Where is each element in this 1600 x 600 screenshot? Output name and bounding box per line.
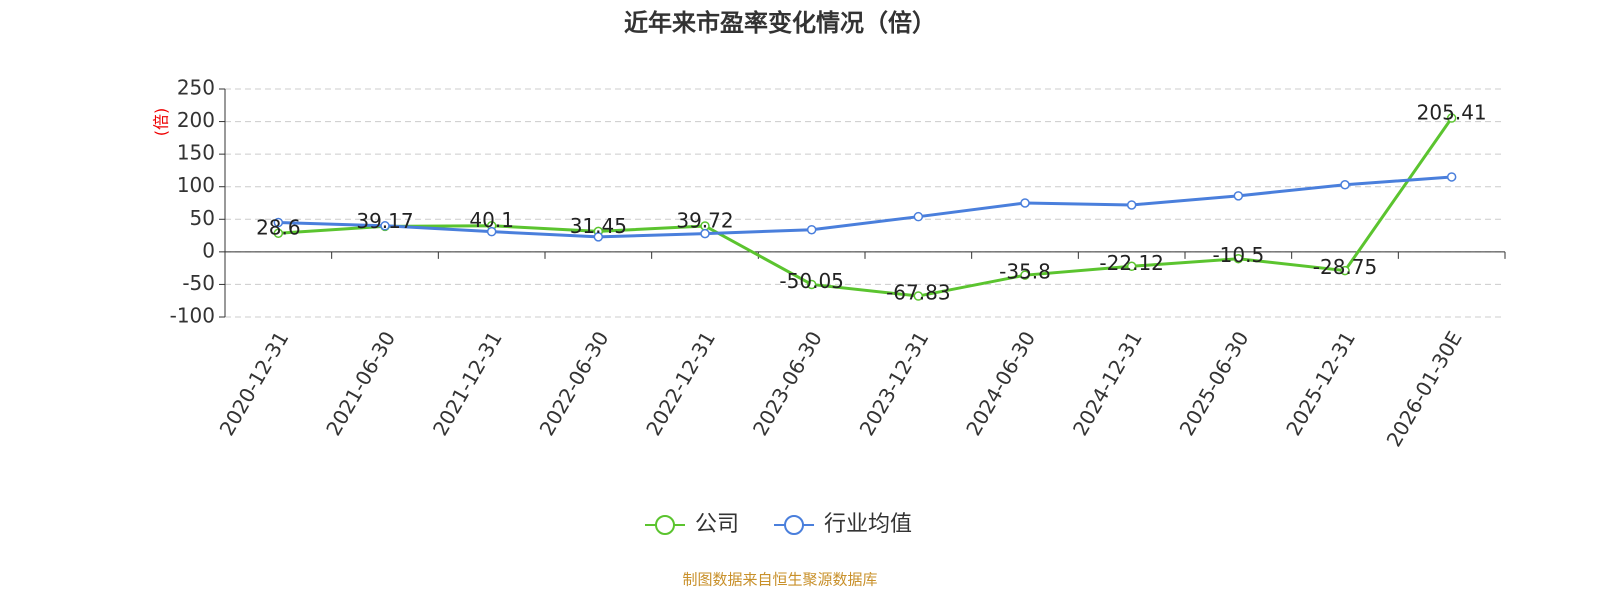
data-point bbox=[1340, 180, 1350, 190]
x-tick-label: 2021-12-31 bbox=[428, 327, 507, 440]
x-tick-label: 2024-12-31 bbox=[1068, 327, 1147, 440]
data-point bbox=[1020, 198, 1030, 208]
data-point bbox=[913, 291, 924, 301]
data-label: 39.72 bbox=[676, 208, 733, 232]
data-label: -50.05 bbox=[779, 269, 843, 293]
data-point bbox=[806, 224, 817, 235]
legend-label: 行业均值 bbox=[824, 512, 912, 537]
x-tick-label: 2022-12-31 bbox=[641, 327, 720, 440]
series-line bbox=[278, 117, 1453, 298]
x-tick-label: 2026-01-30E bbox=[1382, 327, 1467, 451]
y-tick-label: -100 bbox=[170, 304, 215, 328]
data-label: 28.6 bbox=[256, 216, 301, 240]
y-tick-label: 50 bbox=[190, 206, 215, 230]
data-point bbox=[273, 217, 284, 228]
data-label: -28.75 bbox=[1313, 255, 1377, 279]
x-tick-label: 2022-06-30 bbox=[535, 327, 614, 440]
data-point bbox=[1446, 172, 1457, 182]
x-tick-label: 2023-12-31 bbox=[855, 327, 934, 440]
data-point bbox=[1020, 270, 1030, 280]
source-note: 制图数据来自恒生聚源数据库 bbox=[682, 571, 877, 589]
data-point bbox=[1126, 261, 1137, 272]
data-label: 39.17 bbox=[356, 209, 413, 233]
data-label: 31.45 bbox=[570, 214, 627, 238]
x-tick-label: 2025-06-30 bbox=[1175, 327, 1254, 440]
data-label: -10.5 bbox=[1212, 243, 1264, 267]
chart-title: 近年来市盈率变化情况（倍） bbox=[624, 9, 936, 37]
data-point bbox=[1126, 200, 1137, 210]
data-point bbox=[1233, 253, 1244, 264]
x-tick-label: 2024-06-30 bbox=[961, 327, 1040, 440]
data-point bbox=[1340, 265, 1350, 276]
data-point bbox=[1446, 113, 1457, 123]
data-label: 205.41 bbox=[1417, 101, 1487, 125]
data-point bbox=[486, 226, 497, 237]
x-tick-label: 2023-06-30 bbox=[748, 327, 827, 440]
data-label: -67.83 bbox=[886, 281, 950, 305]
data-point bbox=[913, 211, 924, 222]
y-tick-label: 100 bbox=[177, 173, 215, 197]
x-tick-label: 2025-12-31 bbox=[1281, 327, 1360, 440]
y-tick-label: 200 bbox=[177, 108, 215, 132]
data-label: -35.8 bbox=[999, 260, 1051, 284]
data-point bbox=[273, 228, 284, 238]
data-label: 40.1 bbox=[469, 208, 514, 232]
data-point bbox=[806, 279, 817, 290]
legend-marker bbox=[655, 515, 675, 535]
series-line bbox=[278, 175, 1452, 239]
y-tick-label: 150 bbox=[177, 141, 215, 165]
data-point bbox=[1233, 191, 1244, 201]
y-tick-label: 0 bbox=[202, 238, 215, 262]
y-axis-label: (倍) bbox=[152, 108, 171, 137]
legend-marker bbox=[784, 515, 805, 535]
y-tick-label: -50 bbox=[182, 271, 215, 295]
data-point bbox=[380, 221, 390, 231]
data-point bbox=[700, 228, 710, 239]
data-label: -22.12 bbox=[1099, 251, 1163, 275]
legend-label: 公司 bbox=[695, 512, 739, 537]
data-point bbox=[593, 232, 604, 242]
y-tick-label: 250 bbox=[177, 76, 215, 100]
x-tick-label: 2021-06-30 bbox=[321, 327, 400, 440]
x-tick-label: 2020-12-31 bbox=[215, 327, 294, 440]
